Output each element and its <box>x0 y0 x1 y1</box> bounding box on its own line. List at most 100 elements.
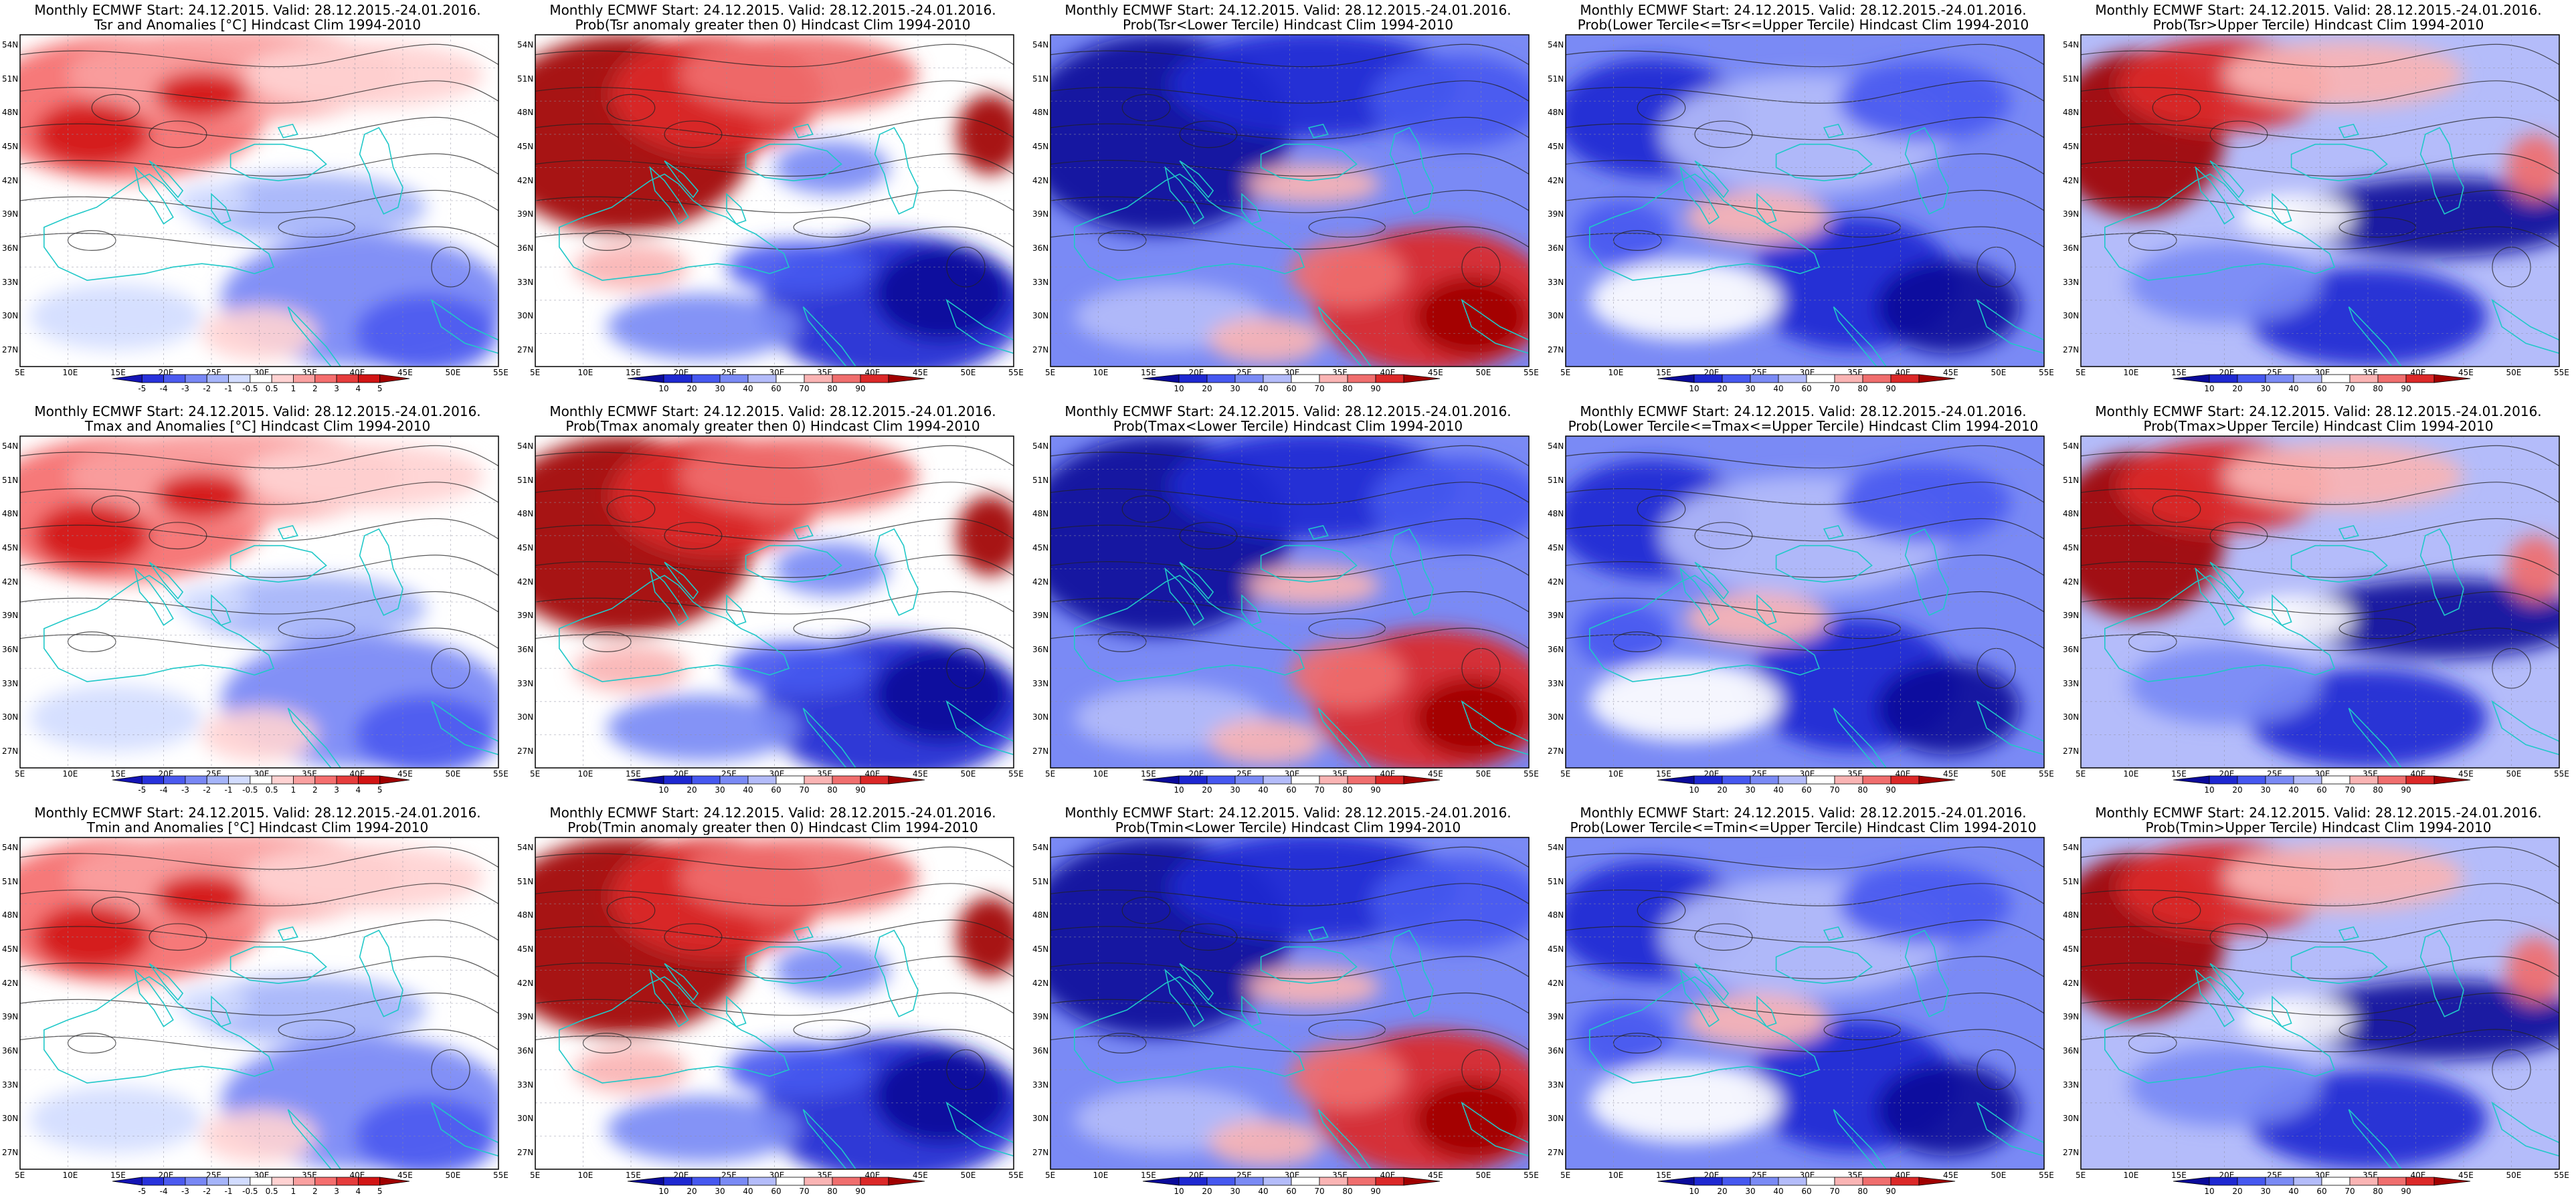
colorbar-label: -3 <box>181 785 189 795</box>
contour-line <box>2081 627 2559 651</box>
coastline-adriatic <box>664 963 699 1001</box>
colorbar-swatch <box>1778 775 1807 785</box>
colorbar <box>112 1177 410 1186</box>
coastline-red <box>1833 708 1888 768</box>
lat-tick-label: 36N <box>1032 243 1049 253</box>
lat-tick-label: 51N <box>517 876 534 886</box>
field-blob <box>1589 1063 1781 1143</box>
coastline-med <box>2104 575 2336 682</box>
colorbar-swatch <box>228 374 251 383</box>
field-blob <box>1414 277 1529 357</box>
colorbar-swatch <box>163 775 186 785</box>
colorbar-label: 70 <box>2344 785 2355 795</box>
colorbar-swatch <box>860 775 889 785</box>
colorbar-label: 20 <box>1202 785 1212 795</box>
colorbar-swatch <box>1890 1177 1920 1186</box>
map-canvas <box>535 435 1014 769</box>
lat-tick-label: 54N <box>1032 40 1049 49</box>
colorbar-label: 30 <box>715 384 725 393</box>
colorbar-swatch <box>627 775 664 785</box>
contour-line <box>535 591 1014 615</box>
lat-tick-label: 42N <box>517 175 534 185</box>
contour-line <box>2081 43 2559 68</box>
colorbar-label: 20 <box>2232 1187 2243 1196</box>
lon-tick-label: 55E <box>2554 368 2569 377</box>
colorbar-label: 60 <box>1286 1187 1297 1196</box>
map-panel-tmin-anom: Monthly ECMWF Start: 24.12.2015. Valid: … <box>0 803 515 1204</box>
coastline-black <box>2290 143 2388 182</box>
colorbar-swatch <box>1178 374 1208 383</box>
lat-tick-label: 33N <box>1548 277 1564 287</box>
colorbar-label: 0.5 <box>265 1187 278 1196</box>
lon-tick-label: 50E <box>960 769 976 779</box>
lat-tick-label: 48N <box>1032 108 1049 118</box>
lon-tick-label: 55E <box>2039 368 2054 377</box>
lat-tick-label: 33N <box>2063 678 2080 688</box>
colorbar-swatch <box>1206 374 1236 383</box>
contour-line <box>535 445 1014 469</box>
lon-tick-label: 5E <box>530 769 541 779</box>
colorbar-label: 4 <box>355 1187 361 1196</box>
colorbar-swatch <box>804 775 833 785</box>
lat-tick-label: 30N <box>2 311 19 321</box>
coastline-aegean <box>1756 594 1777 626</box>
field-blob <box>2224 843 2464 911</box>
lon-tick-label: 55E <box>2554 1171 2569 1180</box>
colorbar-label: 3 <box>334 785 339 795</box>
field-blob <box>875 1049 1009 1143</box>
panel-title-line-1: Monthly ECMWF Start: 24.12.2015. Valid: … <box>2095 404 2542 419</box>
lon-tick-label: 5E <box>1045 769 1056 779</box>
colorbar-swatch <box>1263 775 1292 785</box>
field-blob <box>875 247 1009 340</box>
colorbar-swatch <box>2321 374 2351 383</box>
colorbar-swatch <box>832 775 861 785</box>
colorbar-swatch <box>1834 374 1863 383</box>
panel-title-line-2: Tsr and Anomalies [°C] Hindcast Clim 199… <box>94 17 422 32</box>
lat-tick-label: 48N <box>517 108 534 118</box>
coastline-gulf <box>430 298 498 355</box>
lat-tick-label: 45N <box>2 142 19 151</box>
lat-tick-label: 51N <box>517 475 534 485</box>
map-canvas <box>19 435 499 769</box>
colorbar-swatch <box>271 374 294 383</box>
coastline-aegean <box>726 193 747 225</box>
colorbar-label: 10 <box>658 384 669 393</box>
coastline-adriatic <box>2209 160 2245 199</box>
panel-title-line-2: Prob(Tsr anomaly greater then 0) Hindcas… <box>575 17 971 32</box>
lat-tick-label: 45N <box>1032 543 1049 553</box>
map-canvas <box>1565 34 2045 367</box>
colorbar-label: -5 <box>138 785 147 795</box>
colorbar-label: 60 <box>2316 1187 2327 1196</box>
panel-title-line-2: Prob(Tsr>Upper Tercile) Hindcast Clim 19… <box>2152 17 2484 32</box>
coastline-italy <box>2195 567 2235 626</box>
colorbar-swatch <box>228 1177 251 1186</box>
contour-ring <box>67 631 116 652</box>
panel-title-line-1: Monthly ECMWF Start: 24.12.2015. Valid: … <box>2095 805 2542 820</box>
lat-tick-label: 54N <box>2 843 19 852</box>
map-frame <box>535 837 1014 1170</box>
lon-tick-label: 50E <box>1475 1171 1491 1180</box>
lat-tick-label: 45N <box>2 543 19 553</box>
contour-ring <box>67 1033 116 1054</box>
lat-tick-label: 48N <box>2 910 19 920</box>
lon-tick-label: 50E <box>445 1171 461 1180</box>
colorbar-label: 80 <box>1342 785 1353 795</box>
lon-tick-label: 15E <box>1656 769 1671 779</box>
lon-tick-label: 55E <box>1008 769 1024 779</box>
lat-tick-label: 36N <box>1548 1046 1564 1056</box>
field-blob <box>1838 864 2011 944</box>
colorbar-label: 10 <box>658 1187 669 1196</box>
colorbar-label: -1 <box>224 384 233 393</box>
colorbar-swatch <box>2209 1177 2238 1186</box>
colorbar-swatch <box>250 374 272 383</box>
contour-ring <box>664 120 723 148</box>
contour-line <box>1050 189 1529 213</box>
colorbar-swatch <box>1862 1177 1892 1186</box>
colorbar-swatch <box>2237 374 2266 383</box>
coastline-red <box>802 1109 857 1169</box>
lon-tick-label: 5E <box>530 368 541 377</box>
contour-ring <box>2128 1033 2177 1054</box>
colorbar-label: -0.5 <box>242 384 258 393</box>
colorbar-label: 40 <box>743 785 753 795</box>
lat-tick-label: 51N <box>1548 475 1564 485</box>
